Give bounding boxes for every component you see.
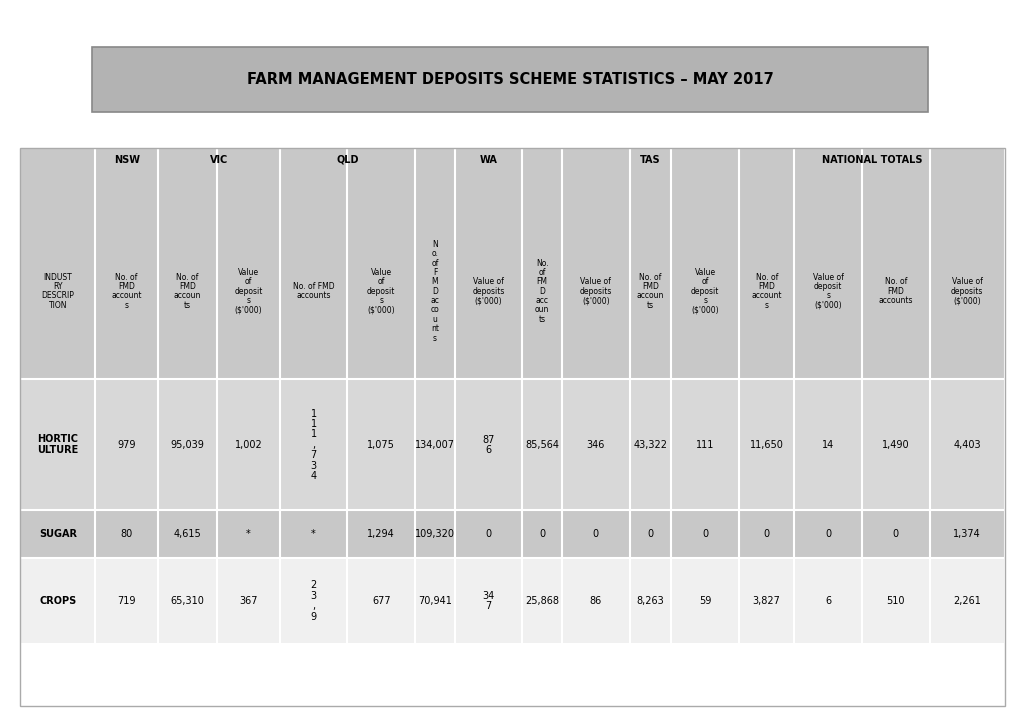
- Text: 95,039: 95,039: [170, 440, 205, 450]
- Text: TAS: TAS: [640, 155, 660, 165]
- Text: VIC: VIC: [210, 155, 227, 165]
- Text: 14: 14: [821, 440, 834, 450]
- Text: 0: 0: [824, 529, 830, 539]
- Text: 1
1
1
,
7
3
4: 1 1 1 , 7 3 4: [310, 408, 317, 481]
- Text: 1,374: 1,374: [953, 529, 980, 539]
- Text: 3,827: 3,827: [752, 596, 780, 606]
- Text: 0: 0: [592, 529, 598, 539]
- Text: No. of
FMD
accounts: No. of FMD accounts: [877, 277, 912, 305]
- Text: No. of
FMD
accoun
ts: No. of FMD accoun ts: [636, 273, 663, 310]
- Text: CROPS: CROPS: [40, 596, 76, 606]
- Text: 1,002: 1,002: [234, 440, 262, 450]
- Text: 111: 111: [695, 440, 713, 450]
- FancyBboxPatch shape: [92, 47, 927, 112]
- Text: 25,868: 25,868: [525, 596, 558, 606]
- Text: 979: 979: [117, 440, 136, 450]
- Text: NATIONAL TOTALS: NATIONAL TOTALS: [821, 155, 921, 165]
- Text: 59: 59: [698, 596, 710, 606]
- Text: 43,322: 43,322: [633, 440, 666, 450]
- Text: FARM MANAGEMENT DEPOSITS SCHEME STATISTICS – MAY 2017: FARM MANAGEMENT DEPOSITS SCHEME STATISTI…: [247, 72, 772, 86]
- Text: 86: 86: [589, 596, 601, 606]
- FancyBboxPatch shape: [20, 558, 1004, 644]
- Text: 65,310: 65,310: [170, 596, 205, 606]
- Text: 0: 0: [892, 529, 898, 539]
- Text: 11,650: 11,650: [749, 440, 783, 450]
- Text: No. of
FMD
account
s: No. of FMD account s: [111, 273, 142, 310]
- Text: 0: 0: [647, 529, 653, 539]
- Text: No.
of
FM
D
acc
oun
ts: No. of FM D acc oun ts: [535, 258, 549, 324]
- Text: No. of
FMD
accoun
ts: No. of FMD accoun ts: [173, 273, 201, 310]
- Text: No. of
FMD
account
s: No. of FMD account s: [751, 273, 782, 310]
- Text: Value
of
deposit
s
($'000): Value of deposit s ($'000): [234, 268, 263, 315]
- Text: 34
7: 34 7: [482, 591, 494, 611]
- Text: NSW: NSW: [113, 155, 140, 165]
- Text: 80: 80: [120, 529, 132, 539]
- Text: 346: 346: [586, 440, 604, 450]
- Text: No. of FMD
accounts: No. of FMD accounts: [292, 282, 334, 300]
- Text: Value
of
deposit
s
($'000): Value of deposit s ($'000): [367, 268, 395, 315]
- Text: HORTIC
ULTURE: HORTIC ULTURE: [38, 434, 78, 455]
- Text: 1,294: 1,294: [367, 529, 394, 539]
- Text: Value of
deposit
s
($'000): Value of deposit s ($'000): [812, 273, 843, 310]
- Text: Value of
deposits
($'000): Value of deposits ($'000): [950, 277, 982, 305]
- Text: 719: 719: [117, 596, 136, 606]
- Text: 0: 0: [763, 529, 769, 539]
- Text: SUGAR: SUGAR: [39, 529, 76, 539]
- Text: 1,490: 1,490: [881, 440, 909, 450]
- Text: 85,564: 85,564: [525, 440, 558, 450]
- Text: WA: WA: [479, 155, 497, 165]
- Text: 87
6: 87 6: [482, 435, 494, 455]
- Text: 677: 677: [372, 596, 390, 606]
- Text: QLD: QLD: [336, 155, 359, 165]
- Text: 0: 0: [701, 529, 707, 539]
- Text: N
o.
of
F
M
D
ac
co
u
nt
s: N o. of F M D ac co u nt s: [430, 240, 439, 343]
- Text: *: *: [311, 529, 316, 539]
- Text: 2
3
,
9: 2 3 , 9: [310, 580, 317, 621]
- FancyBboxPatch shape: [20, 379, 1004, 510]
- Text: 134,007: 134,007: [415, 440, 454, 450]
- Text: 1,075: 1,075: [367, 440, 394, 450]
- Text: 0: 0: [539, 529, 545, 539]
- Text: INDUST
RY
DESCRIP
TION: INDUST RY DESCRIP TION: [42, 273, 74, 310]
- Text: Value
of
deposit
s
($'000): Value of deposit s ($'000): [691, 268, 718, 315]
- Text: 2,261: 2,261: [953, 596, 980, 606]
- Text: 4,615: 4,615: [173, 529, 201, 539]
- Text: 510: 510: [886, 596, 904, 606]
- Text: 4,403: 4,403: [953, 440, 980, 450]
- Text: 109,320: 109,320: [415, 529, 454, 539]
- FancyBboxPatch shape: [20, 510, 1004, 558]
- Text: 8,263: 8,263: [636, 596, 663, 606]
- Text: Value of
deposits
($'000): Value of deposits ($'000): [472, 277, 504, 305]
- Text: 0: 0: [485, 529, 491, 539]
- Text: *: *: [246, 529, 251, 539]
- Text: 367: 367: [239, 596, 258, 606]
- Text: Value of
deposits
($'000): Value of deposits ($'000): [579, 277, 611, 305]
- Text: 70,941: 70,941: [418, 596, 451, 606]
- FancyBboxPatch shape: [20, 148, 1004, 379]
- Text: 6: 6: [824, 596, 830, 606]
